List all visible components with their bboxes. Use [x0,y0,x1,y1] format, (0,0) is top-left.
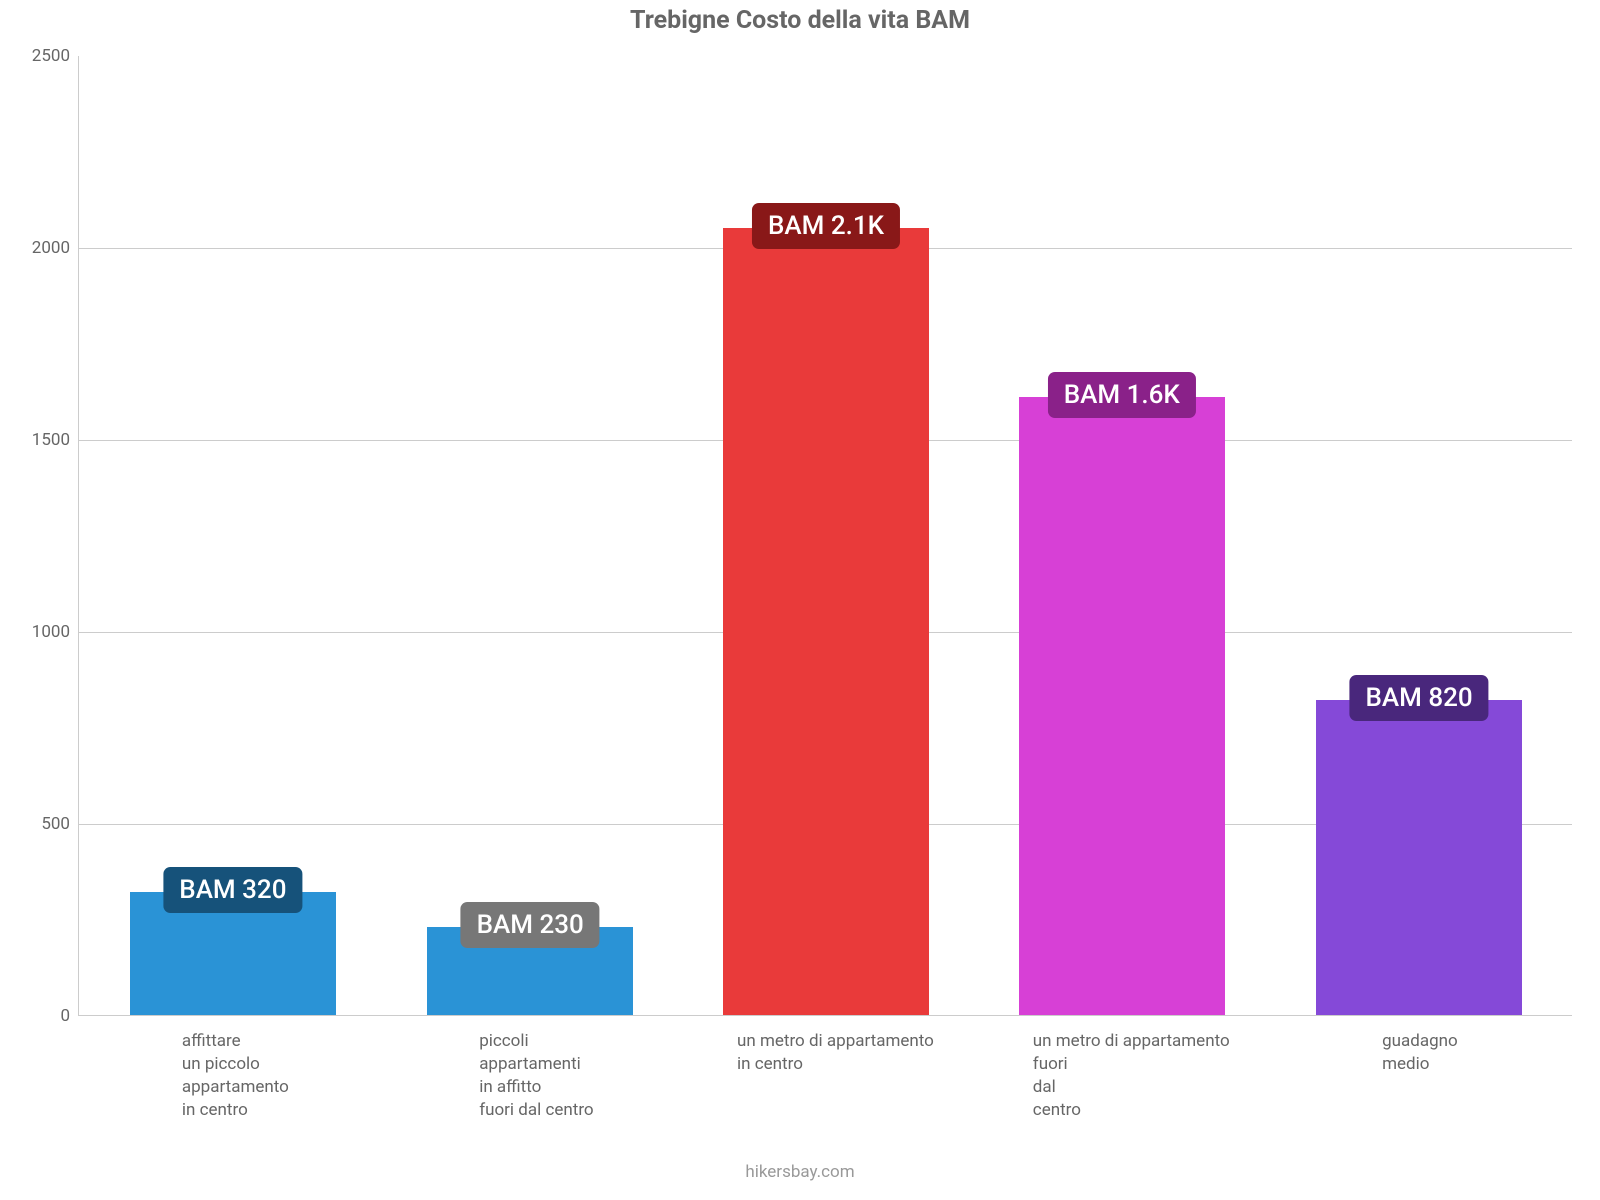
value-badge: BAM 1.6K [1048,372,1196,418]
value-badge: BAM 320 [163,867,302,913]
value-badge: BAM 2.1K [752,203,900,249]
bar [1019,397,1225,1015]
credit-text: hikersbay.com [0,1162,1600,1182]
bar [723,228,929,1015]
bar [1316,700,1522,1015]
chart-container: Trebigne Costo della vita BAM BAM 320BAM… [0,0,1600,1200]
x-tick-label: affittare un piccolo appartamento in cen… [182,1030,289,1122]
x-tick-label: un metro di appartamento fuori dal centr… [1033,1030,1230,1122]
chart-title: Trebigne Costo della vita BAM [0,6,1600,35]
plot-area: BAM 320 BAM 230 BAM 2.1K BAM 1.6K BAM 820 [78,56,1572,1016]
y-tick-label: 1000 [10,622,70,642]
x-tick-label: guadagno medio [1382,1030,1458,1076]
x-tick-label: un metro di appartamento in centro [737,1030,934,1076]
x-tick-label: piccoli appartamenti in affitto fuori da… [479,1030,593,1122]
y-tick-label: 0 [10,1006,70,1026]
value-badge: BAM 230 [461,902,600,948]
y-tick-label: 2500 [10,46,70,66]
y-tick-label: 2000 [10,238,70,258]
value-badge: BAM 820 [1350,675,1489,721]
y-tick-label: 1500 [10,430,70,450]
bars-layer: BAM 320 BAM 230 BAM 2.1K BAM 1.6K BAM 820 [79,56,1572,1015]
y-tick-label: 500 [10,814,70,834]
